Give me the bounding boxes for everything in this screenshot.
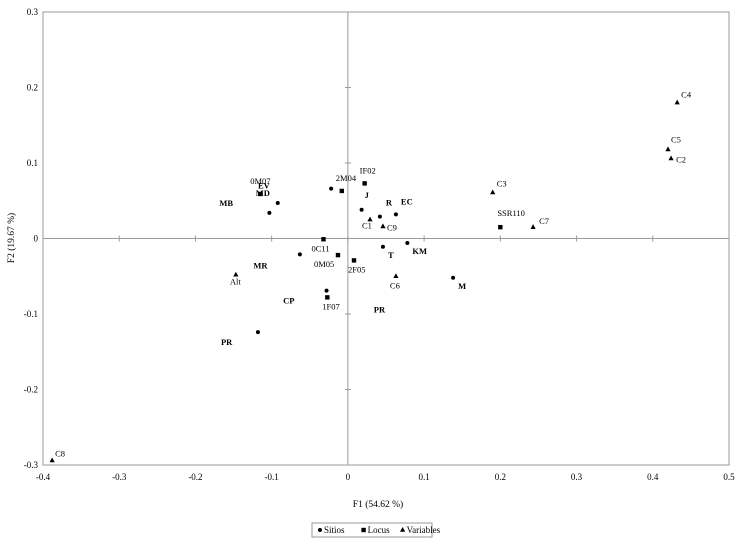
sitios-point-label: MD	[256, 188, 270, 198]
sitios-point	[297, 252, 302, 257]
legend-variables-label: Variables	[407, 525, 441, 535]
variables-point-label: C7	[539, 216, 549, 226]
variables-point	[393, 273, 399, 279]
locus-point-label: 1F07	[322, 301, 339, 311]
locus-point	[325, 295, 330, 300]
x-tick-label: 0.3	[571, 472, 583, 482]
sitios-point	[393, 212, 398, 217]
sitios-point	[324, 288, 329, 293]
sitios-point-label: EC	[401, 196, 413, 206]
free-point-label: MR	[253, 261, 268, 271]
variables-point	[530, 224, 536, 229]
x-axis-ticks: -0.4 -0.3 -0.2 -0.1 0 0.1 0.2 0.3 0.4 0.5	[36, 235, 735, 482]
variables-point	[367, 216, 373, 222]
variables-point	[674, 99, 680, 105]
locus-point	[335, 252, 341, 258]
variables-point-label: C6	[390, 280, 400, 290]
locus-point-label: 2F05	[348, 264, 365, 274]
y-tick-label: 0.2	[27, 83, 38, 93]
sitios-point	[380, 244, 385, 249]
sitios-point	[451, 275, 456, 280]
x-tick-label: -0.2	[188, 472, 202, 482]
sitios-point	[359, 207, 364, 212]
zero-axis-lines	[43, 12, 729, 465]
variables-point	[233, 271, 239, 277]
locus-point-label: 0M07	[250, 176, 270, 186]
locus-point	[321, 237, 326, 242]
x-axis-title: F1 (54.62 %)	[353, 499, 403, 510]
sitios-point-label: J	[365, 190, 370, 200]
legend-locus-marker	[361, 527, 366, 533]
free-point-label: CP	[283, 295, 294, 305]
variables-point-label: C8	[55, 448, 65, 458]
variables-point-label: C9	[387, 222, 397, 232]
variables-point-label: C4	[681, 90, 692, 100]
y-tick-label: 0.1	[27, 158, 38, 168]
locus-point	[339, 188, 344, 194]
variables-point-label: C3	[497, 178, 507, 188]
sitios-point	[255, 330, 260, 335]
locus-point-label: SSR110	[497, 208, 525, 218]
legend-box	[311, 522, 433, 538]
locus-point	[258, 191, 263, 197]
y-axis-title: F2 (19.67 %)	[6, 213, 17, 263]
variables-point-label: C5	[671, 134, 681, 144]
free-point-label: PR	[374, 304, 386, 314]
sitios-point	[275, 201, 280, 206]
locus-point	[498, 224, 503, 230]
variables-point	[49, 457, 55, 463]
locus-point-label: 0C11	[311, 243, 329, 253]
free-point-label: EV	[258, 181, 271, 191]
y-tick-label: -0.1	[24, 309, 38, 319]
sitios-point-label: T	[388, 250, 394, 260]
sitios-point-label: PR	[221, 337, 233, 347]
legend: Sitios Locus Variables	[311, 522, 441, 538]
x-tick-label: -0.3	[112, 472, 127, 482]
variables-point	[380, 223, 386, 229]
locus-point-label: 2M04	[336, 173, 357, 183]
x-tick-label: 0.5	[723, 472, 735, 482]
y-tick-label: 0	[34, 234, 39, 244]
locus-point-label: IF02	[360, 165, 376, 175]
x-tick-label: -0.1	[265, 472, 279, 482]
variables-point	[668, 155, 674, 161]
variables-point-label: C1	[362, 221, 372, 231]
x-tick-label: 0.4	[647, 472, 659, 482]
legend-sitios-label: Sitios	[324, 525, 345, 535]
sitios-point	[377, 214, 382, 219]
x-tick-label: 0.2	[495, 472, 506, 482]
y-tick-label: -0.3	[24, 460, 39, 470]
x-tick-label: 0	[346, 472, 351, 482]
x-tick-label: -0.4	[36, 472, 51, 482]
sitios-point	[329, 186, 334, 191]
sitios-point-label: MB	[219, 198, 233, 208]
y-tick-label: 0.3	[27, 7, 39, 17]
variables-point-label: C2	[676, 154, 686, 164]
variables-point	[665, 146, 671, 152]
sitios-point-label: KM	[412, 246, 427, 256]
sitios-point	[405, 241, 410, 246]
locus-point	[362, 181, 367, 186]
legend-sitios-marker	[318, 528, 322, 532]
variables-point-label: Alt	[230, 277, 242, 287]
sitios-point-label: R	[386, 198, 393, 208]
legend-locus-label: Locus	[368, 525, 390, 535]
data-points	[49, 99, 680, 463]
y-axis-ticks: 0.3 0.2 0.1 0 -0.1 -0.2 -0.3	[24, 7, 351, 470]
locus-point-label: 0M05	[314, 259, 334, 269]
sitios-point-label: M	[458, 281, 466, 291]
sitios-point	[267, 210, 272, 215]
y-tick-label: -0.2	[24, 385, 38, 395]
locus-point	[351, 258, 357, 263]
variables-point	[490, 189, 496, 195]
legend-variables-marker	[400, 527, 406, 532]
x-tick-label: 0.1	[418, 472, 429, 482]
